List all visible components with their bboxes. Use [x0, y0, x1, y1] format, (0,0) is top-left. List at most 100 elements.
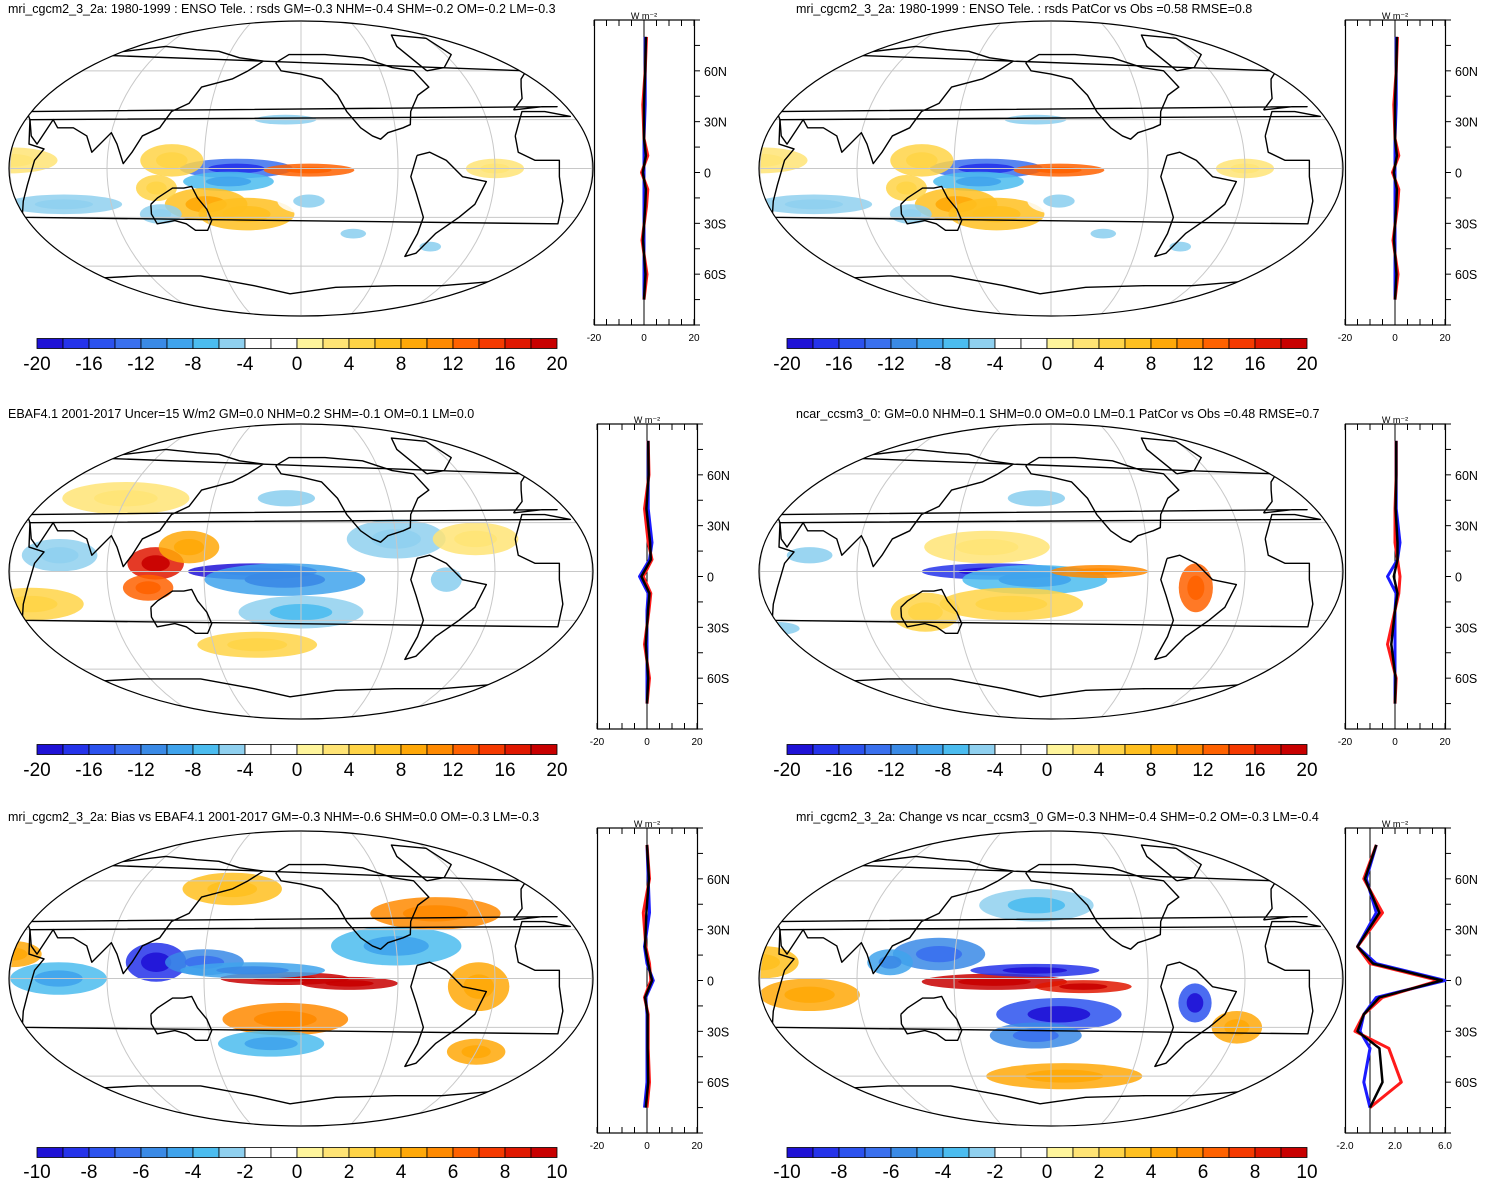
- anomaly-core: [915, 945, 963, 963]
- colorbar-tick-label: -12: [127, 354, 155, 375]
- colorbar-swatch: [192, 744, 220, 755]
- colorbar-swatch: [530, 744, 558, 755]
- colorbar-tick-label: -8: [80, 1162, 98, 1183]
- colorbar-tick-label: 20: [1296, 354, 1318, 375]
- colorbar-tick-label: 20: [1296, 760, 1318, 781]
- anomaly-core: [1007, 897, 1066, 914]
- colorbar-swatch: [916, 744, 944, 755]
- lat-label: 60N: [1455, 873, 1478, 887]
- map-p2: [758, 20, 1344, 317]
- colorbar-swatch: [478, 338, 506, 349]
- colorbar-tick-label: 4: [1093, 760, 1105, 781]
- anomaly-core: [222, 205, 271, 223]
- colorbar-swatch: [322, 338, 350, 349]
- x-tick-label: 0: [1392, 737, 1398, 748]
- colorbar-swatch: [994, 338, 1022, 349]
- colorbar-swatch: [244, 338, 272, 349]
- anomaly-core: [173, 538, 205, 556]
- colorbar-tick-label: 4: [1093, 354, 1105, 375]
- colorbar-tick-label: -12: [877, 760, 905, 781]
- colorbar-tick-label: 12: [442, 760, 464, 781]
- lat-label: 60N: [707, 873, 730, 887]
- unit-label: W m⁻²: [1382, 415, 1408, 425]
- lat-label: 60S: [707, 1076, 729, 1090]
- zonal-mean-p4: -20 0 20 60N 30N 0 30S 60S W m⁻²: [1338, 415, 1487, 753]
- colorbar-tick-label: -8: [934, 354, 952, 375]
- lat-label: 0: [1455, 571, 1462, 585]
- longitude-line: [1100, 831, 1149, 1126]
- colorbar-swatch: [400, 744, 428, 755]
- coastline: [1025, 53, 1180, 140]
- x-tick-label: 20: [1439, 333, 1451, 344]
- colorbar-tick-label: 2: [1093, 1162, 1105, 1183]
- coastline: [900, 995, 963, 1042]
- colorbar-tick-label: 8: [499, 1162, 511, 1183]
- anomaly-core: [759, 621, 800, 635]
- colorbar-swatch: [812, 338, 840, 349]
- colorbar-swatch: [88, 1147, 116, 1158]
- coastline: [771, 110, 1322, 225]
- colorbar-tick-label: 8: [1145, 760, 1157, 781]
- lat-label: 30S: [704, 217, 726, 231]
- lat-label: 60S: [1455, 268, 1477, 282]
- x-tick-label: -20: [1338, 333, 1353, 344]
- x-tick-label: 20: [691, 737, 703, 748]
- x-tick-label: 0: [644, 737, 650, 748]
- anomaly-core: [1187, 575, 1205, 600]
- colorbar-swatch: [36, 744, 64, 755]
- coastline: [1154, 151, 1238, 258]
- coastline: [404, 554, 488, 661]
- longitude-line: [350, 424, 399, 719]
- zonal-mean-p6: -2.0 2.0 6.0 60N 30N 0 30S 60S W m⁻²: [1336, 819, 1487, 1157]
- colorbar-tick-label: -16: [825, 354, 853, 375]
- coastline: [771, 513, 1322, 628]
- colorbar-tick-label: 8: [1249, 1162, 1261, 1183]
- unit-label: W m⁻²: [631, 11, 657, 21]
- x-tick-label: -20: [590, 1141, 605, 1152]
- colorbar-tick-label: -4: [986, 760, 1004, 781]
- colorbar-swatch: [530, 338, 558, 349]
- longitude-line: [953, 424, 1002, 719]
- unit-label: W m⁻²: [634, 819, 660, 829]
- longitude-line: [106, 21, 203, 316]
- lat-label: 60S: [704, 268, 726, 282]
- anomaly-core: [293, 194, 325, 208]
- colorbar-tick-label: -12: [127, 760, 155, 781]
- colorbar-swatch: [1124, 1147, 1152, 1158]
- coastline: [829, 678, 1273, 698]
- colorbar-swatch: [348, 1147, 376, 1158]
- coastline: [404, 151, 488, 258]
- colorbar-swatch: [994, 1147, 1022, 1158]
- colorbar-swatch: [504, 338, 532, 349]
- colorbar-swatch: [478, 744, 506, 755]
- colorbar-tick-label: 12: [1192, 354, 1214, 375]
- map-border: [758, 423, 1344, 720]
- longitude-line: [350, 21, 399, 316]
- colorbar-swatch: [942, 1147, 970, 1158]
- lat-label: 60N: [1455, 65, 1478, 79]
- anomaly-core: [900, 209, 922, 219]
- colorbar-swatch: [1072, 338, 1100, 349]
- colorbar-tick-label: -8: [830, 1162, 848, 1183]
- anomaly-core: [244, 571, 326, 588]
- anomaly-core: [1043, 194, 1075, 208]
- anomaly-core: [787, 597, 839, 611]
- colorbar-tick-label: -20: [23, 354, 51, 375]
- colorbar-tick-label: 12: [1192, 760, 1214, 781]
- colorbar-swatch: [1280, 1147, 1308, 1158]
- colorbar-swatch: [296, 338, 324, 349]
- coastline: [404, 961, 488, 1068]
- colorbar-tick-label: -4: [184, 1162, 202, 1183]
- colorbar-swatch: [218, 338, 246, 349]
- colorbar-swatch: [968, 1147, 996, 1158]
- zonal-reference-line: [643, 844, 654, 1108]
- lat-label: 60N: [1455, 469, 1478, 483]
- colorbar-swatch: [786, 1147, 814, 1158]
- colorbar-swatch: [400, 1147, 428, 1158]
- coastline: [275, 53, 430, 140]
- longitude-line: [106, 831, 203, 1126]
- zonal-reference-line: [641, 36, 648, 300]
- colorbar-swatch: [400, 338, 428, 349]
- colorbar-p4: [786, 744, 1308, 755]
- colorbar-swatch: [166, 338, 194, 349]
